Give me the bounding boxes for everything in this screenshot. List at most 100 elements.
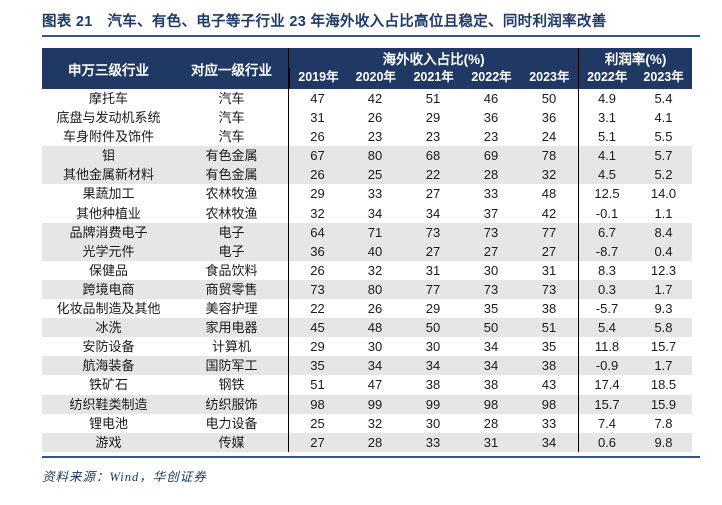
overseas-value-cell: 51 [425, 91, 441, 106]
profit-value-cell: 8.3 [578, 260, 635, 280]
industry1-cell: 汽车 [218, 129, 245, 145]
overseas-value-cell: 34 [425, 358, 441, 374]
industry3-cell: 其他种植业 [75, 205, 141, 221]
overseas-value-cell: 35 [483, 301, 499, 317]
overseas-value-cell: 33 [483, 186, 499, 202]
profit-value-cell: 14.0 [650, 186, 677, 202]
profit-value-cell: 15.7 [578, 394, 635, 414]
overseas-value-cell: 73 [483, 224, 499, 240]
overseas-value-cell: 99 [367, 396, 383, 412]
table-row: 冰洗 家用电器 45 48 50 50 51 5.4 5.8 [42, 318, 692, 338]
overseas-value-cell: 38 [425, 377, 441, 393]
overseas-value-cell: 34 [367, 205, 383, 221]
overseas-value-cell: 68 [425, 148, 441, 164]
header-year-overseas: 2022年 [471, 70, 512, 84]
overseas-value-cell: 64 [288, 222, 346, 242]
overseas-value-cell: 33 [425, 434, 441, 450]
overseas-value-cell: 78 [541, 148, 557, 164]
table-row: 跨境电商 商贸零售 73 80 77 73 73 0.3 1.7 [42, 279, 692, 300]
overseas-value-cell: 24 [541, 129, 557, 145]
table-row: 底盘与发动机系统 汽车 31 26 29 36 36 3.1 4.1 [42, 108, 692, 128]
industry3-cell: 光学元件 [82, 243, 135, 259]
profit-value-cell: 3.1 [578, 108, 635, 128]
overseas-value-cell: 36 [483, 110, 499, 126]
profit-value-cell: 6.7 [578, 222, 635, 242]
table-row: 游戏 传媒 27 28 33 31 34 0.6 9.8 [42, 432, 692, 452]
overseas-value-cell: 26 [288, 127, 346, 147]
profit-value-cell: 9.8 [654, 434, 673, 450]
industry3-cell: 锂电池 [88, 415, 128, 431]
overseas-value-cell: 29 [425, 110, 441, 126]
header-year-profit: 2022年 [578, 68, 635, 89]
table-row: 品牌消费电子 电子 64 71 73 73 77 6.7 8.4 [42, 222, 692, 242]
table-row: 摩托车 汽车 47 42 51 46 50 4.9 5.4 [42, 89, 692, 109]
overseas-value-cell: 98 [541, 396, 557, 412]
overseas-value-cell: 22 [425, 167, 441, 183]
industry1-cell: 传媒 [218, 434, 245, 450]
table-row: 航海装备 国防军工 35 34 34 34 38 -0.9 1.7 [42, 356, 692, 376]
overseas-value-cell: 46 [483, 91, 499, 106]
industry1-cell: 钢铁 [218, 377, 245, 393]
overseas-value-cell: 27 [288, 432, 346, 452]
overseas-value-cell: 31 [288, 108, 346, 128]
table-row: 其他种植业 农林牧渔 32 34 34 37 42 -0.1 1.1 [42, 203, 692, 223]
overseas-value-cell: 34 [483, 358, 499, 374]
source-note: 资料来源：Wind，华创证券 [42, 470, 207, 484]
overseas-value-cell: 98 [288, 394, 346, 414]
profit-value-cell: 5.7 [654, 148, 673, 164]
profit-value-cell: 5.1 [578, 127, 635, 147]
overseas-value-cell: 73 [541, 281, 557, 297]
industry1-cell: 电子 [218, 224, 245, 240]
profit-value-cell: 5.2 [654, 167, 673, 183]
table-row: 纺织鞋类制造 纺织服饰 98 99 99 98 98 15.7 15.9 [42, 394, 692, 414]
overseas-value-cell: 31 [425, 262, 441, 278]
table-row: 果蔬加工 农林牧渔 29 33 27 33 48 12.5 14.0 [42, 184, 692, 204]
table-header: 申万三级行业 对应一级行业 海外收入占比(%) 利润率(%) 2019年 2020… [42, 48, 692, 89]
overseas-value-cell: 36 [288, 241, 346, 261]
profit-value-cell: -0.1 [578, 203, 635, 223]
industry1-cell: 食品饮料 [205, 262, 258, 278]
header-group-row: 海外收入占比(%) 利润率(%) [289, 48, 692, 68]
industry3-cell: 航海装备 [82, 358, 135, 374]
overseas-value-cell: 77 [541, 224, 557, 240]
overseas-value-cell: 51 [541, 320, 557, 336]
overseas-value-cell: 30 [367, 339, 383, 355]
profit-value-cell: 1.7 [654, 358, 673, 374]
header-industry3: 申万三级行业 [68, 62, 149, 78]
table-row: 铁矿石 钢铁 51 47 38 38 43 17.4 18.5 [42, 375, 692, 395]
overseas-value-cell: 50 [425, 320, 441, 336]
industry3-cell: 化妆品制造及其他 [56, 301, 161, 317]
overseas-value-cell: 30 [425, 415, 441, 431]
overseas-value-cell: 29 [288, 337, 346, 357]
overseas-value-cell: 26 [367, 110, 383, 126]
profit-value-cell: 4.9 [578, 89, 635, 109]
table-row: 锂电池 电力设备 25 32 30 28 33 7.4 7.8 [42, 413, 692, 433]
industry1-cell: 有色金属 [205, 148, 258, 164]
overseas-value-cell: 51 [288, 375, 346, 395]
profit-value-cell: 12.5 [578, 184, 635, 204]
overseas-value-cell: 67 [288, 146, 346, 166]
overseas-value-cell: 36 [541, 110, 557, 126]
overseas-value-cell: 38 [541, 301, 557, 317]
header-year-overseas: 2023年 [529, 70, 570, 84]
overseas-value-cell: 47 [367, 377, 383, 393]
profit-value-cell: 17.4 [578, 375, 635, 395]
overseas-value-cell: 71 [367, 224, 383, 240]
industry3-cell: 保健品 [88, 262, 128, 278]
industry3-cell: 跨境电商 [82, 281, 135, 297]
overseas-value-cell: 42 [541, 205, 557, 221]
table-row: 化妆品制造及其他 美容护理 22 26 29 35 38 -5.7 9.3 [42, 299, 692, 319]
table-row: 车身附件及饰件 汽车 26 23 23 23 24 5.1 5.5 [42, 127, 692, 147]
profit-value-cell: 5.4 [654, 91, 673, 106]
overseas-value-cell: 34 [367, 358, 383, 374]
overseas-value-cell: 26 [367, 301, 383, 317]
industry1-cell: 农林牧渔 [205, 186, 258, 202]
profit-value-cell: 8.4 [654, 224, 673, 240]
overseas-value-cell: 34 [541, 434, 557, 450]
industry1-cell: 电子 [218, 243, 245, 259]
overseas-value-cell: 34 [425, 205, 441, 221]
overseas-value-cell: 80 [367, 148, 383, 164]
overseas-value-cell: 45 [288, 318, 346, 338]
data-table: 申万三级行业 对应一级行业 海外收入占比(%) 利润率(%) 2019年 2020… [42, 48, 692, 452]
